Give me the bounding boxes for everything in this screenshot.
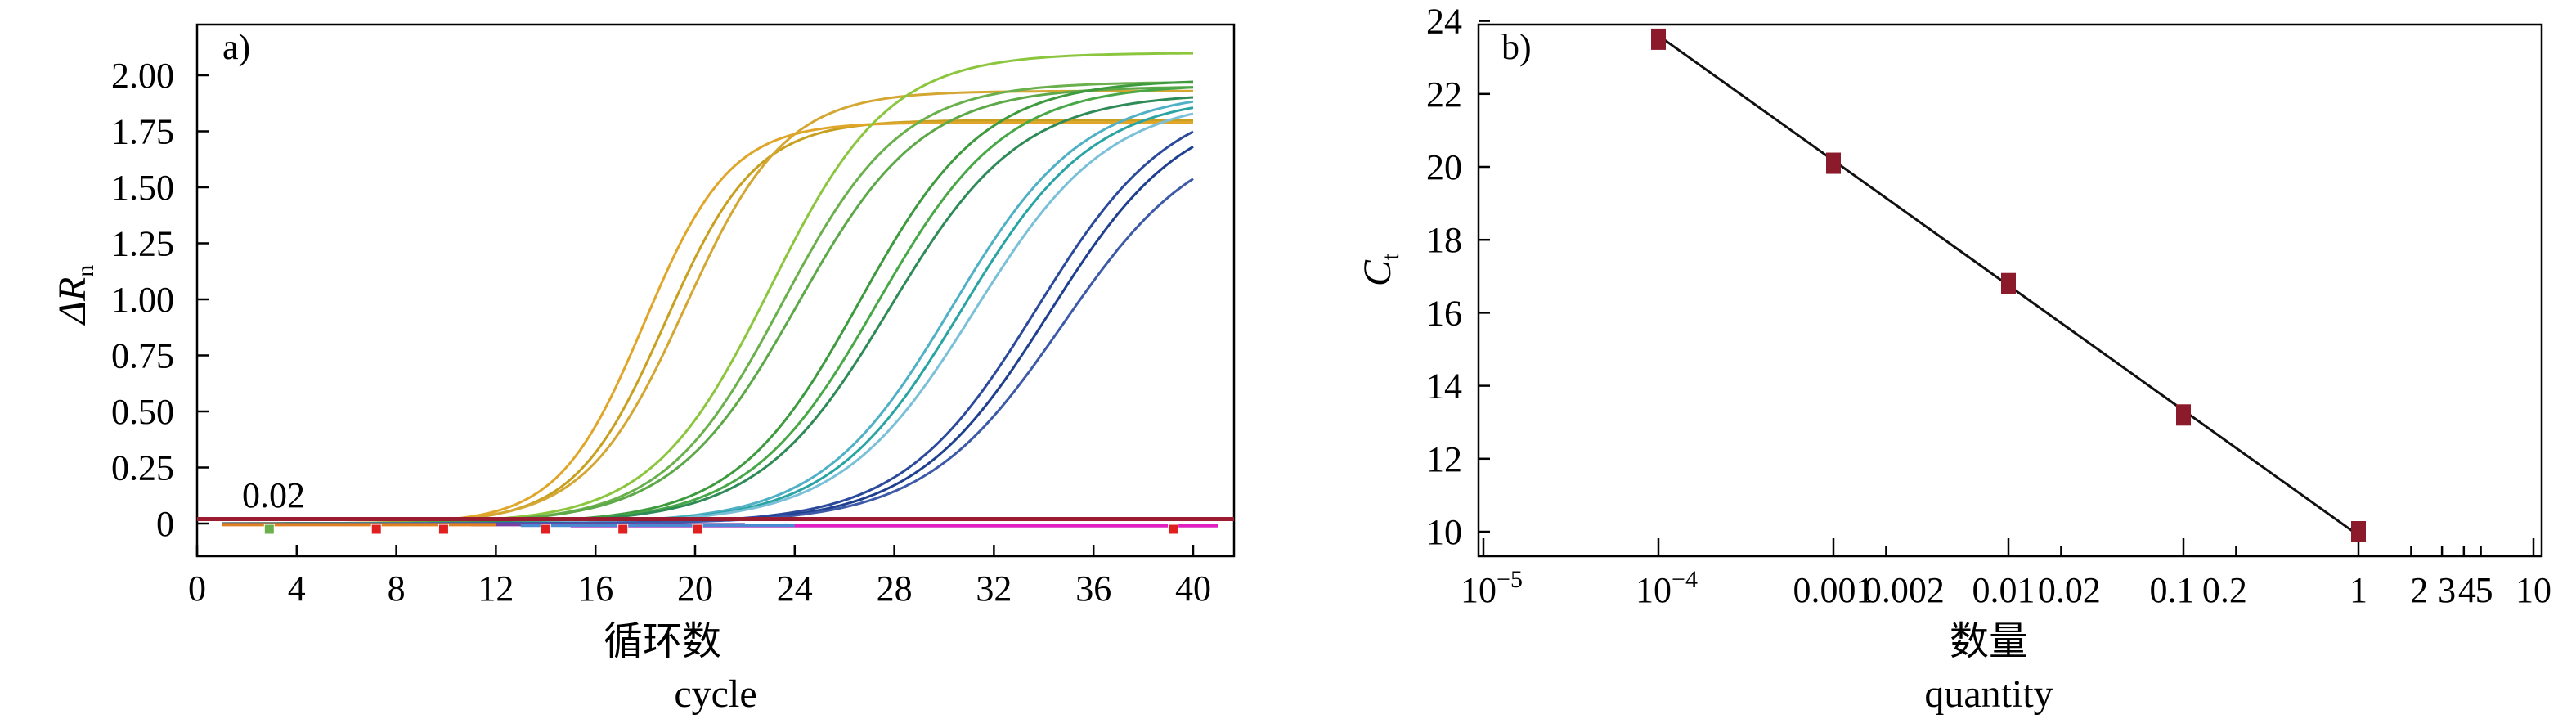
panel-a-amplification-chart: 0 4 8 12 16 20 24 28 32 36 40 0 0.25 0.50 0.75 1.00 1.25… [51, 23, 1236, 716]
amplification-curve [222, 178, 1194, 525]
a-xtick-label: 16 [577, 568, 613, 609]
b-xtick-label: 10−5 [1461, 566, 1523, 610]
baseline-marker [370, 524, 382, 535]
b-xtick-label: 0.02 [2038, 570, 2101, 610]
b-ytick-label: 22 [1426, 74, 1462, 115]
panel-a-xlabel-en: cycle [674, 672, 756, 716]
panel-b-ylabel-main: C [1356, 259, 1399, 286]
b-xtick-label: 4 [2458, 570, 2476, 610]
panel-a-ticks: 0 4 8 12 16 20 24 28 32 36 40 0 0.25 0.50 0.75 1.00 1.25… [111, 56, 1211, 609]
data-point [2351, 521, 2366, 542]
b-xtick-label: 2 [2410, 570, 2428, 610]
amplification-curve [222, 86, 1194, 525]
amplification-curve [222, 100, 1194, 525]
baseline-marker [438, 524, 449, 535]
panel-b-ylabel-sub: t [1377, 253, 1404, 260]
b-ytick-label: 18 [1426, 220, 1462, 260]
a-xtick-label: 4 [288, 568, 306, 609]
data-point [2176, 404, 2191, 426]
a-ytick-label: 0.50 [111, 392, 174, 432]
a-ytick-label: 1.00 [111, 280, 174, 320]
b-xtick-label: 0.002 [1864, 570, 1945, 610]
panel-a-curves [222, 52, 1194, 525]
a-xtick-label: 24 [777, 568, 813, 609]
a-ytick-label: 2.00 [111, 56, 174, 96]
b-xtick-label: 0.001 [1793, 570, 1874, 610]
panel-a-ylabel-sub: n [72, 265, 99, 277]
a-xtick-label: 40 [1175, 568, 1211, 609]
amplification-curve [222, 89, 1193, 525]
panel-b-xlabel-cn: 数量 [1950, 620, 2028, 663]
svg-text:ΔRn: ΔRn [51, 265, 99, 326]
amplification-curve [222, 146, 1194, 525]
b-xtick-label: 0.01 [1972, 570, 2035, 610]
panel-b-frame [1477, 23, 2543, 558]
amplification-curve [222, 96, 1194, 525]
panel-b-ylabel: Ct [1356, 253, 1404, 286]
a-xtick-label: 12 [478, 568, 514, 609]
panel-b-xlabel-en: quantity [1924, 672, 2053, 716]
amplification-curve [222, 112, 1194, 525]
panel-a-label: a) [222, 27, 250, 67]
a-xtick-label: 8 [388, 568, 406, 609]
baseline-marker [263, 524, 275, 535]
b-ytick-label: 24 [1426, 2, 1462, 42]
baseline-marker [1168, 524, 1179, 535]
b-xtick-label: 3 [2438, 570, 2456, 610]
amplification-curve [222, 86, 1194, 525]
baseline-marker [692, 524, 703, 535]
b-xtick-label: 10−4 [1636, 566, 1698, 610]
panel-b-label: b) [1501, 27, 1532, 67]
b-ytick-label: 20 [1426, 147, 1462, 187]
a-ytick-label: 0 [156, 504, 174, 544]
b-ytick-label: 12 [1426, 439, 1462, 479]
baseline-marker [540, 524, 551, 535]
data-point [1651, 28, 1666, 50]
b-ytick-label: 14 [1426, 366, 1462, 407]
panel-a-markers [263, 524, 1179, 535]
svg-text:Ct: Ct [1356, 253, 1404, 286]
panel-a-ylabel: ΔRn [51, 265, 99, 326]
b-xtick-label: 10 [2515, 570, 2551, 610]
baseline-marker [617, 524, 629, 535]
data-point [1826, 152, 1841, 174]
panel-a-ylabel-main: ΔR [51, 277, 94, 326]
panel-a-baselines [222, 523, 1218, 528]
amplification-curve [222, 121, 1193, 525]
panel-a-frame [195, 23, 1236, 558]
a-xtick-label: 20 [677, 568, 713, 609]
b-ytick-label: 10 [1426, 512, 1462, 552]
b-xtick-label: 0.2 [2202, 570, 2247, 610]
a-ytick-label: 1.75 [111, 112, 174, 152]
a-ytick-label: 0.75 [111, 336, 174, 376]
panel-b-points [1651, 28, 2366, 542]
b-xtick-label: 0.1 [2150, 570, 2195, 610]
data-point [2001, 272, 2016, 294]
b-xtick-label: 1 [2349, 570, 2367, 610]
threshold-label: 0.02 [242, 475, 305, 515]
amplification-curve [222, 80, 1194, 525]
b-xtick-label: 5 [2475, 570, 2493, 610]
a-ytick-label: 1.25 [111, 224, 174, 264]
b-ytick-label: 16 [1426, 293, 1462, 333]
a-xtick-label: 28 [877, 568, 913, 609]
a-ytick-label: 0.25 [111, 448, 174, 488]
amplification-curve [222, 81, 1194, 525]
panel-a-xlabel-cn: 循环数 [604, 620, 721, 663]
a-ytick-label: 1.50 [111, 168, 174, 208]
amplification-curve [222, 52, 1193, 525]
amplification-curve [222, 119, 1193, 525]
a-xtick-label: 36 [1075, 568, 1111, 609]
amplification-curve [222, 130, 1194, 525]
a-xtick-label: 32 [976, 568, 1012, 609]
a-xtick-label: 0 [188, 568, 206, 609]
